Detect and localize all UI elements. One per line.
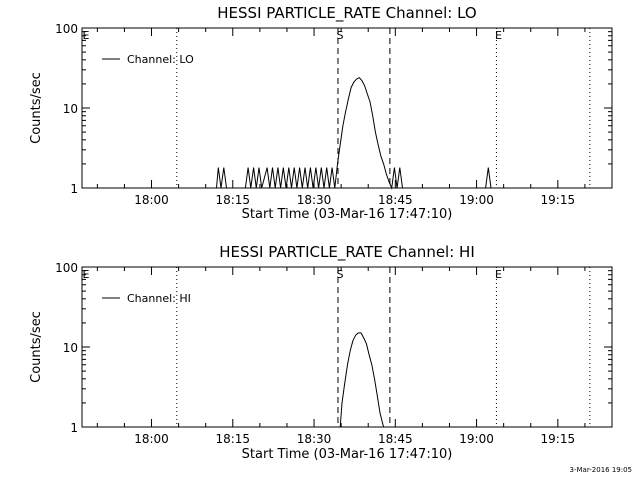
panel-1-x-axis-label: Start Time (03-Mar-16 17:47:10) [242, 207, 453, 222]
panel-2-xtick-label-2: 18:30 [297, 432, 332, 446]
panel-1-marker-label-0: E [83, 29, 90, 42]
panel-1-marker-label-4: E [495, 29, 502, 42]
panel-1-marker-label-2: S [336, 29, 343, 42]
panel-1-ytick-label-2: 100 [55, 22, 78, 36]
panel-2-marker-label-2: S [336, 268, 343, 281]
panel-1-ytick-label-0: 1 [70, 182, 78, 196]
panel-1-xtick-label-5: 19:15 [541, 193, 576, 207]
panel-2-ytick-label-0: 1 [70, 421, 78, 435]
panel-1-xtick-label-0: 18:00 [134, 193, 169, 207]
panel-2-x-axis-label: Start Time (03-Mar-16 17:47:10) [242, 447, 453, 462]
panel-2-y-axis-label: Counts/sec [29, 311, 44, 383]
panel-2-series-line-0 [339, 332, 385, 428]
panel-1-plot-frame [81, 27, 613, 189]
panel-2-legend-label: Channel: HI [127, 292, 191, 305]
panel-2-xtick-label-1: 18:15 [215, 432, 250, 446]
panel-1-xtick-label-2: 18:30 [297, 193, 332, 207]
panel-1-xtick-label-4: 19:00 [459, 193, 494, 207]
panel-2-xtick-label-4: 19:00 [459, 432, 494, 446]
footer-timestamp: 3-Mar-2016 19:05 [569, 466, 632, 474]
panel-1-y-axis-label: Counts/sec [29, 72, 44, 144]
panel-2-ytick-label-1: 10 [63, 341, 78, 355]
panel-1-legend-label: Channel: LO [127, 53, 194, 66]
panel-2-xtick-label-5: 19:15 [541, 432, 576, 446]
panel-2-plot-frame [81, 266, 613, 428]
panel-2-marker-label-0: E [83, 268, 90, 281]
panel-2-title: HESSI PARTICLE_RATE Channel: HI [219, 243, 475, 262]
panel-2-xtick-label-0: 18:00 [134, 432, 169, 446]
panel-2-xtick-label-3: 18:45 [378, 432, 413, 446]
panel-1-series-line-0 [216, 76, 492, 190]
panel-2-marker-label-4: E [495, 268, 502, 281]
panel-1-title: HESSI PARTICLE_RATE Channel: LO [217, 4, 476, 23]
panel-1-ytick-label-1: 10 [63, 102, 78, 116]
panel-1-xtick-label-1: 18:15 [215, 193, 250, 207]
panel-2-ytick-label-2: 100 [55, 261, 78, 275]
panel-1-xtick-label-3: 18:45 [378, 193, 413, 207]
